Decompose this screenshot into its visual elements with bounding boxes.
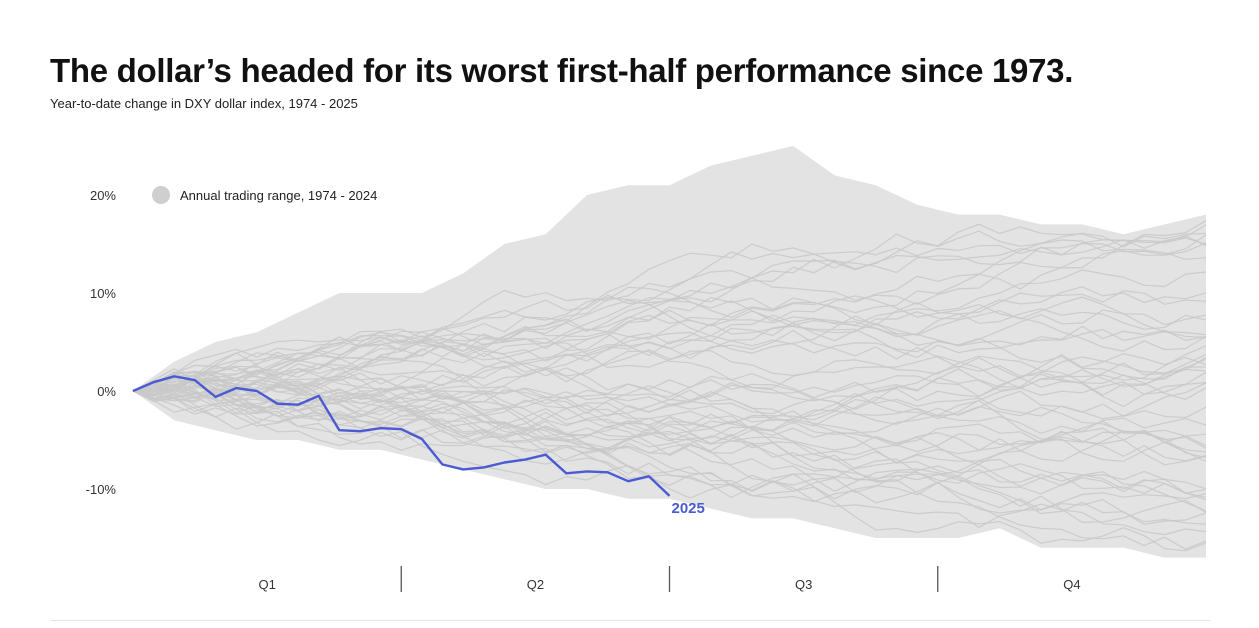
legend-label: Annual trading range, 1974 - 2024 xyxy=(180,188,377,203)
series-line-2025 xyxy=(132,375,671,497)
historical-line xyxy=(132,301,1207,392)
y-tick-label: 0% xyxy=(97,384,116,399)
historical-lines-layer xyxy=(132,220,1207,552)
quarter-label: Q3 xyxy=(795,577,812,592)
historical-line xyxy=(132,356,1207,410)
chart-subtitle: Year-to-date change in DXY dollar index,… xyxy=(50,96,358,111)
historical-line xyxy=(132,319,1207,392)
quarter-label: Q2 xyxy=(527,577,544,592)
series-label-2025: 2025 xyxy=(672,500,705,517)
highlight-series-2025: 2025 xyxy=(132,375,705,517)
historical-line xyxy=(132,388,1207,470)
footer-divider xyxy=(50,620,1210,621)
quarter-label: Q4 xyxy=(1063,577,1080,592)
historical-line xyxy=(132,234,1207,396)
historical-line xyxy=(132,341,1207,392)
historical-line xyxy=(132,385,1207,512)
historical-line xyxy=(132,345,1207,449)
historical-line xyxy=(132,242,1207,400)
legend: Annual trading range, 1974 - 2024 xyxy=(152,186,377,204)
historical-line xyxy=(132,383,1207,550)
historical-line xyxy=(132,390,1207,498)
historical-line xyxy=(132,384,1207,536)
historical-line xyxy=(132,296,1207,397)
historical-line xyxy=(132,299,1207,395)
historical-line xyxy=(132,390,1207,463)
historical-line xyxy=(132,382,1207,497)
y-tick-label: -10% xyxy=(86,482,117,497)
historical-line xyxy=(132,336,1207,402)
historical-line xyxy=(132,367,1207,526)
legend-swatch xyxy=(152,186,170,204)
quarter-label: Q1 xyxy=(258,577,275,592)
historical-line xyxy=(132,223,1207,392)
historical-line xyxy=(132,350,1207,402)
historical-line xyxy=(132,380,1207,514)
historical-line xyxy=(132,371,1207,459)
historical-line xyxy=(132,232,1207,400)
historical-line xyxy=(132,382,1207,524)
chart-title: The dollar’s headed for its worst first-… xyxy=(50,52,1074,89)
historical-line xyxy=(132,329,1207,396)
x-axis-quarters: Q1 Q2 Q3 Q4 xyxy=(258,566,1081,592)
y-axis: 20% 10% 0% -10% xyxy=(86,188,117,497)
historical-line xyxy=(132,235,1207,393)
historical-line xyxy=(132,220,1207,401)
y-tick-label: 20% xyxy=(90,188,116,203)
historical-line xyxy=(132,390,1207,465)
y-tick-label: 10% xyxy=(90,286,116,301)
historical-line xyxy=(132,390,1207,457)
